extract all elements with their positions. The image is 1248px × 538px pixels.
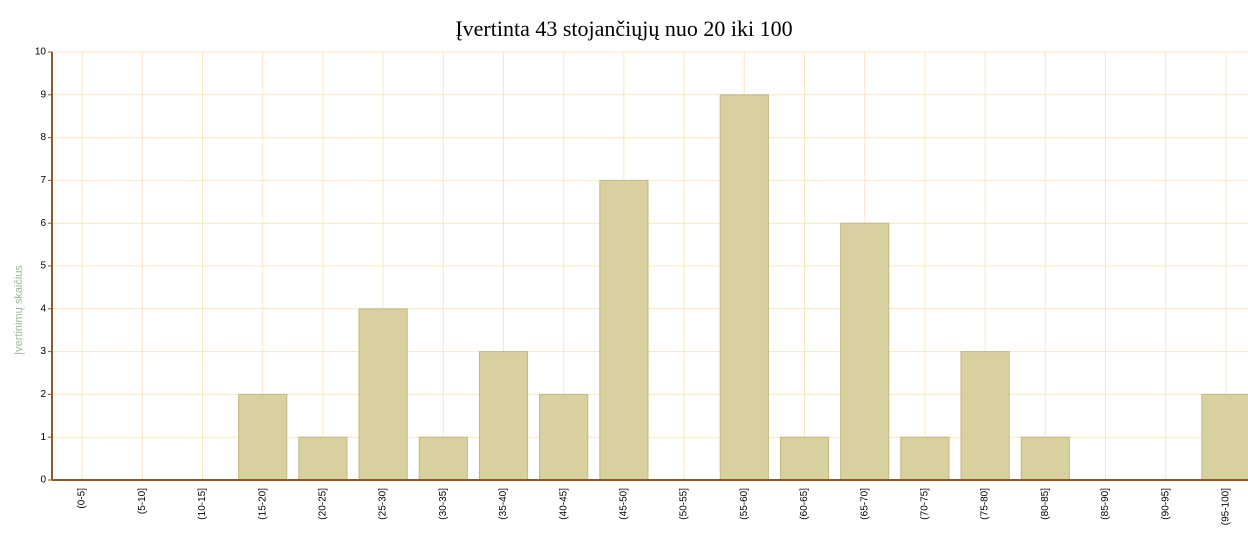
bar (1201, 393, 1248, 481)
bar (960, 351, 1010, 481)
y-tick-label: 4 (40, 303, 46, 314)
y-axis-label: Įvertinimų skaičius (13, 265, 25, 355)
x-tick-label: (35-40] (498, 488, 509, 520)
bar (719, 94, 769, 481)
bar (238, 393, 288, 481)
x-tick-label: (55-60] (739, 488, 750, 520)
x-tick-label: (15-20] (257, 488, 268, 520)
chart-title: Įvertinta 43 stojančiųjų nuo 20 iki 100 (455, 16, 792, 41)
bar (599, 179, 649, 481)
y-tick-label: 10 (35, 47, 47, 58)
y-tick-label: 8 (40, 132, 46, 143)
bar (900, 436, 950, 481)
x-tick-label: (20-25] (318, 488, 329, 520)
bar (478, 351, 529, 481)
bar (539, 393, 589, 481)
y-tick-label: 5 (40, 261, 46, 272)
x-tick-label: (0-5] (77, 488, 88, 509)
y-tick-label: 3 (40, 346, 46, 357)
x-tick-label: (50-55] (679, 488, 690, 520)
x-tick-label: (80-85] (1040, 488, 1051, 520)
bar (418, 436, 468, 481)
x-tick-label: (70-75] (920, 488, 931, 520)
x-tick-label: (45-50] (619, 488, 630, 520)
x-tick-label: (25-30] (378, 488, 389, 520)
bar (298, 436, 348, 481)
y-tick-label: 1 (40, 432, 46, 443)
bar (358, 308, 408, 481)
y-tick-label: 2 (40, 389, 46, 400)
x-tick-label: (40-45] (558, 488, 569, 520)
x-tick-label: (85-90] (1100, 488, 1111, 520)
x-tick-label: (30-35] (438, 488, 449, 520)
x-tick-label: (75-80] (980, 488, 991, 520)
x-tick-label: (90-95] (1160, 488, 1171, 520)
y-tick-label: 6 (40, 218, 46, 229)
x-tick-label: (95-100] (1221, 488, 1232, 525)
y-tick-label: 9 (40, 89, 46, 100)
y-tick-label: 7 (40, 175, 46, 186)
x-tick-label: (10-15] (197, 488, 208, 520)
y-tick-label: 0 (40, 475, 46, 486)
x-tick-label: (5-10] (137, 488, 148, 514)
bar (779, 436, 830, 481)
x-tick-label: (60-65] (799, 488, 810, 520)
x-tick-label: (65-70] (859, 488, 870, 520)
bar (840, 222, 890, 481)
bar (1020, 436, 1070, 481)
